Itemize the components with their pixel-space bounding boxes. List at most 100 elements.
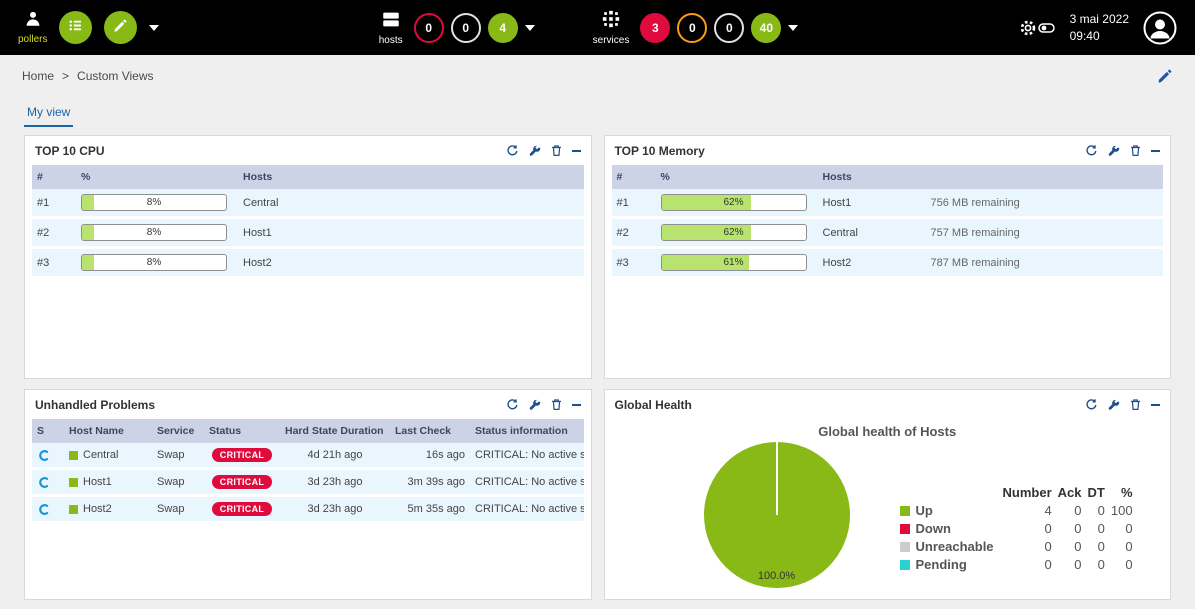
hosts-health-pie-chart[interactable]: 100.0% <box>703 442 850 588</box>
memory-usage-bar: 61% <box>660 254 807 271</box>
minimize-icon[interactable] <box>1151 403 1160 406</box>
main-menu-button[interactable] <box>59 11 93 44</box>
hosts-label: hosts <box>378 34 403 46</box>
panel-title: TOP 10 CPU <box>35 143 105 158</box>
rank-cell: #1 <box>611 189 656 219</box>
chevron-down-icon[interactable] <box>149 24 160 31</box>
memory-usage-bar: 62% <box>660 224 807 241</box>
table-row[interactable]: #2 8% Host1 <box>32 217 584 249</box>
service-type-cell <box>32 468 64 497</box>
pie-slice-up: 100.0% <box>703 442 850 588</box>
table-row[interactable]: Central Swap CRITICAL 4d 21h ago 16s ago… <box>32 443 584 470</box>
table-row[interactable]: #3 61% Host2 787 MB remaining <box>611 247 1163 279</box>
pending-swatch <box>899 560 910 570</box>
rank-cell: #2 <box>32 217 76 249</box>
breadcrumb-separator: > <box>62 69 70 83</box>
hosts-unreachable-badge[interactable]: 0 <box>450 12 481 43</box>
user-avatar[interactable] <box>1143 11 1177 45</box>
delete-icon[interactable] <box>550 144 563 157</box>
column-header-host-name: Host Name <box>64 419 152 443</box>
legend-row-up: Up 4 0 0 100 <box>897 502 1136 520</box>
legend-header-ack: Ack <box>1057 485 1082 500</box>
column-header-rank: # <box>611 165 656 189</box>
pollers-menu[interactable]: pollers <box>18 10 47 45</box>
services-critical-badge[interactable]: 3 <box>640 12 671 43</box>
status-info-cell: CRITICAL: No active swap <box>470 468 584 497</box>
refresh-icon[interactable] <box>1085 398 1098 411</box>
delete-icon[interactable] <box>1129 144 1142 157</box>
down-swatch <box>899 524 910 534</box>
wrench-icon[interactable] <box>528 398 541 411</box>
usage-cell: 8% <box>76 189 238 219</box>
column-header-hosts: Hosts <box>817 165 926 189</box>
services-status-group: services 3 0 0 40 <box>593 9 799 46</box>
pollers-label: pollers <box>18 34 48 45</box>
table-row[interactable]: #1 8% Central <box>32 189 584 219</box>
services-chevron-icon[interactable] <box>788 24 799 31</box>
services-warning-badge[interactable]: 0 <box>677 12 708 43</box>
services-menu[interactable]: services <box>593 9 629 46</box>
panel-title: Global Health <box>614 397 692 412</box>
host-cell: Host1 <box>64 468 152 497</box>
refresh-icon[interactable] <box>506 144 519 157</box>
hosts-chevron-icon[interactable] <box>524 24 535 31</box>
host-cell: Host2 <box>64 495 152 524</box>
hosts-menu[interactable]: hosts <box>379 10 403 46</box>
services-icon <box>600 9 622 34</box>
table-row[interactable]: Host2 Swap CRITICAL 3d 23h ago 5m 35s ag… <box>32 495 584 524</box>
delete-icon[interactable] <box>1129 398 1142 411</box>
breadcrumb: Home > Custom Views <box>0 55 1195 97</box>
rank-cell: #3 <box>32 247 76 279</box>
host-cell: Host1 <box>238 217 584 249</box>
breadcrumb-home[interactable]: Home <box>22 69 55 83</box>
panel-unhandled-problems: Unhandled Problems S Host Name Service S… <box>24 389 592 600</box>
dashboard-grid: TOP 10 CPU # % Hosts #1 8% Central <box>0 127 1195 600</box>
status-badge: CRITICAL <box>211 448 273 462</box>
column-header-rank: # <box>32 165 76 189</box>
status-cell: CRITICAL <box>204 443 280 470</box>
status-info-cell: CRITICAL: No active swap <box>470 495 584 524</box>
hosts-up-badge[interactable]: 4 <box>487 12 518 43</box>
services-ok-badge[interactable]: 40 <box>751 12 782 43</box>
minimize-icon[interactable] <box>571 403 581 406</box>
refresh-icon[interactable] <box>1085 144 1098 157</box>
table-row[interactable]: #2 62% Central 757 MB remaining <box>611 217 1163 249</box>
delete-icon[interactable] <box>550 398 563 411</box>
settings-toggle-icon[interactable] <box>1018 17 1056 39</box>
centreon-icon <box>37 476 50 488</box>
edit-view-icon[interactable] <box>1157 68 1173 84</box>
table-row[interactable]: Host1 Swap CRITICAL 3d 23h ago 3m 39s ag… <box>32 468 584 497</box>
tab-my-view[interactable]: My view <box>24 101 74 127</box>
minimize-icon[interactable] <box>1151 149 1160 152</box>
wrench-icon[interactable] <box>528 144 541 157</box>
panel-top-memory: TOP 10 Memory # % Hosts #1 62% Host1 <box>603 135 1171 379</box>
column-header-hosts: Hosts <box>238 165 584 189</box>
table-row[interactable]: #1 62% Host1 756 MB remaining <box>611 189 1163 219</box>
edit-mode-button[interactable] <box>104 11 138 44</box>
host-cell: Central <box>64 443 152 470</box>
top-cpu-table: # % Hosts #1 8% Central #2 8% Host1 #3 8… <box>32 165 584 279</box>
breadcrumb-current[interactable]: Custom Views <box>77 69 154 83</box>
last-check-cell: 16s ago <box>390 443 470 470</box>
global-health-body: Global health of Hosts 100.0% Number Ack… <box>605 419 1171 599</box>
table-row[interactable]: #3 8% Host2 <box>32 247 584 279</box>
pie-slice-divider <box>775 442 778 515</box>
memory-usage-bar: 62% <box>660 194 807 211</box>
wrench-icon[interactable] <box>1107 144 1120 157</box>
panel-header: Unhandled Problems <box>25 390 591 419</box>
unhandled-problems-table: S Host Name Service Status Hard State Du… <box>32 419 584 524</box>
host-cell: Central <box>817 217 926 249</box>
hosts-down-badge[interactable]: 0 <box>413 12 444 43</box>
wrench-icon[interactable] <box>1107 398 1120 411</box>
last-check-cell: 3m 39s ago <box>390 468 470 497</box>
minimize-icon[interactable] <box>571 149 581 152</box>
remaining-cell: 757 MB remaining <box>925 217 1163 249</box>
rank-cell: #3 <box>611 247 656 279</box>
refresh-icon[interactable] <box>506 398 519 411</box>
duration-cell: 4d 21h ago <box>280 443 390 470</box>
service-cell: Swap <box>152 468 204 497</box>
column-header-s: S <box>32 419 64 443</box>
services-unknown-badge[interactable]: 0 <box>714 12 745 43</box>
status-cell: CRITICAL <box>204 495 280 524</box>
status-badge: CRITICAL <box>211 475 273 489</box>
